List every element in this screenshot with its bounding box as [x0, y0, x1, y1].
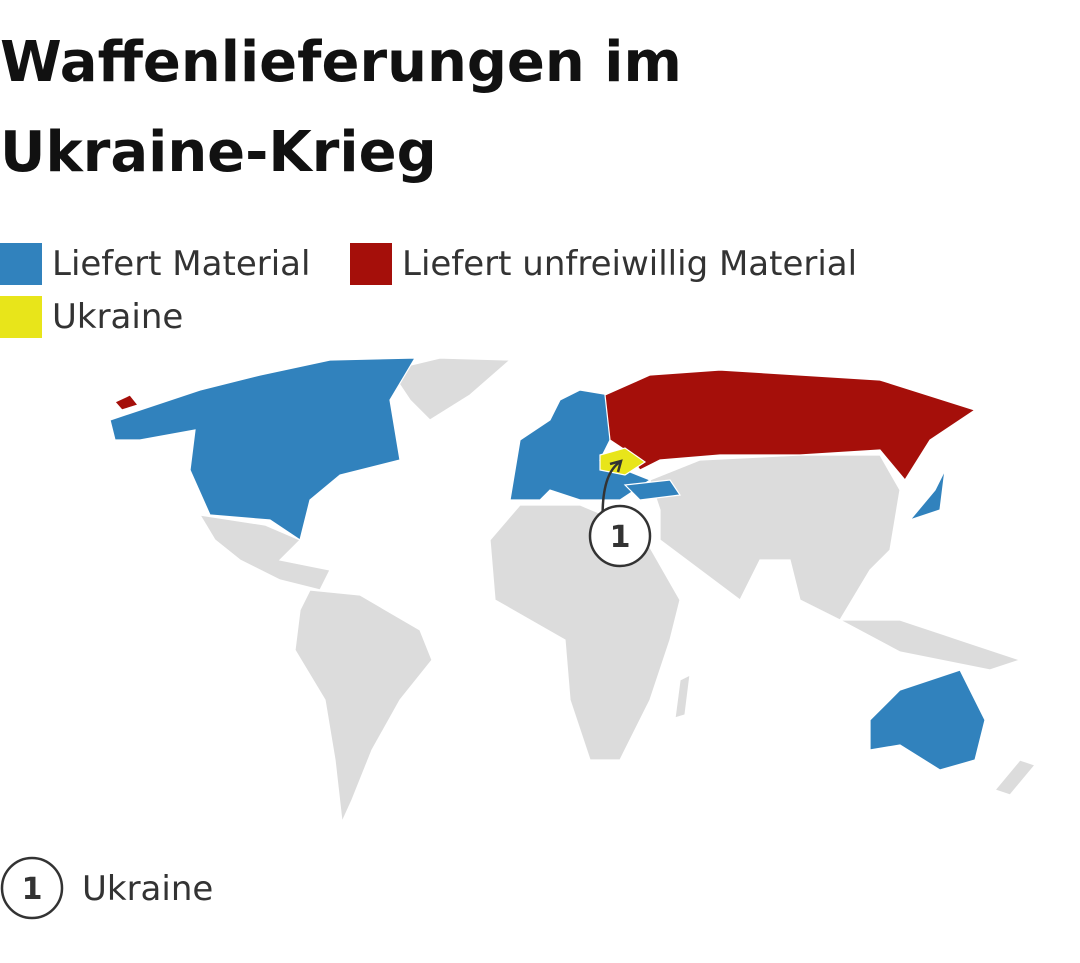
legend-label: Ukraine	[52, 297, 184, 337]
japan	[908, 469, 946, 522]
key-label: Ukraine	[82, 869, 213, 909]
chukotka	[114, 394, 140, 411]
south-america	[294, 589, 433, 825]
key-marker	[0, 856, 64, 920]
land-base	[198, 357, 1037, 825]
annotation-arrowhead	[609, 459, 623, 473]
legend-swatch	[0, 296, 42, 338]
legend-swatch	[0, 243, 42, 285]
legend-swatch	[350, 243, 392, 285]
central-america	[198, 514, 331, 591]
new-zealand	[993, 759, 1037, 796]
legend-label: Liefert Material	[52, 244, 311, 284]
ukraine	[599, 447, 647, 476]
southeast-asia	[839, 619, 1022, 671]
australia	[869, 669, 986, 771]
africa	[489, 504, 681, 761]
north-america	[109, 357, 417, 541]
turkey	[623, 479, 682, 501]
annotation-marker	[588, 504, 652, 568]
key-number: 1	[22, 872, 43, 907]
madagascar	[674, 673, 691, 719]
greenland	[389, 357, 512, 421]
annotation-number: 1	[610, 520, 631, 555]
asia	[649, 454, 901, 621]
regions	[109, 357, 986, 771]
title: Waffenlieferungen im Ukraine-Krieg	[0, 30, 682, 185]
legend-label: Liefert unfreiwillig Material	[402, 244, 858, 284]
